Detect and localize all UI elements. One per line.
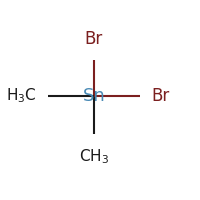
- Text: Br: Br: [151, 87, 169, 105]
- Text: Br: Br: [85, 30, 103, 48]
- Text: CH$_3$: CH$_3$: [79, 147, 109, 166]
- Text: Sn: Sn: [83, 87, 105, 105]
- Text: H$_3$C: H$_3$C: [6, 87, 37, 105]
